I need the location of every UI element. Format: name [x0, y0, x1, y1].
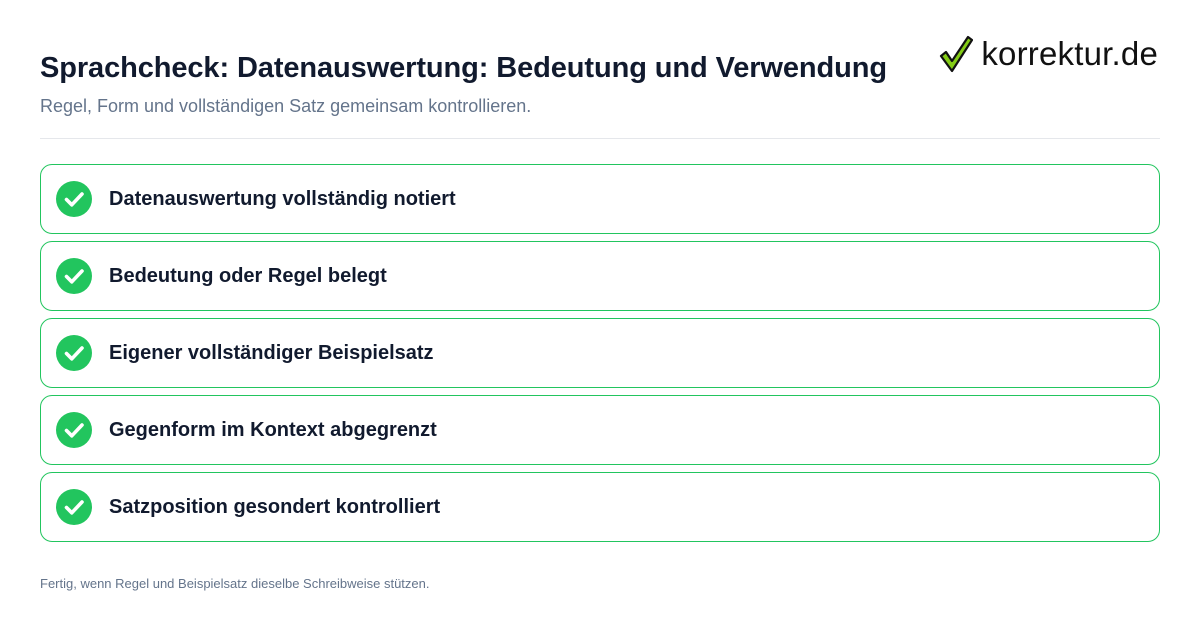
- checklist: Datenauswertung vollständig notiert Bede…: [40, 164, 1160, 549]
- check-circle-icon: [56, 335, 92, 371]
- checklist-item-label: Eigener vollständiger Beispielsatz: [109, 342, 434, 364]
- checklist-item-label: Gegenform im Kontext abgegrenzt: [109, 419, 437, 441]
- header: Sprachcheck: Datenauswertung: Bedeutung …: [40, 48, 1160, 118]
- logo-text: korrektur.de: [981, 35, 1158, 72]
- checklist-item: Gegenform im Kontext abgegrenzt: [40, 395, 1160, 465]
- checklist-item: Satzposition gesondert kontrolliert: [40, 472, 1160, 542]
- check-circle-icon: [56, 258, 92, 294]
- checklist-item-label: Bedeutung oder Regel belegt: [109, 265, 387, 287]
- checklist-item-label: Satzposition gesondert kontrolliert: [109, 496, 441, 518]
- checklist-item: Eigener vollständiger Beispielsatz: [40, 318, 1160, 388]
- brand-logo[interactable]: korrektur.de: [939, 30, 1158, 78]
- check-circle-icon: [56, 181, 92, 217]
- checkmark-icon: [940, 35, 974, 73]
- check-circle-icon: [56, 489, 92, 525]
- check-circle-icon: [56, 412, 92, 448]
- header-divider: [40, 138, 1160, 139]
- footer-note: Fertig, wenn Regel und Beispielsatz dies…: [40, 576, 430, 591]
- checklist-item: Bedeutung oder Regel belegt: [40, 241, 1160, 311]
- checklist-item-label: Datenauswertung vollständig notiert: [109, 188, 456, 210]
- page-subtitle: Regel, Form und vollständigen Satz gemei…: [40, 96, 532, 116]
- page-title: Sprachcheck: Datenauswertung: Bedeutung …: [40, 52, 887, 84]
- checklist-item: Datenauswertung vollständig notiert: [40, 164, 1160, 234]
